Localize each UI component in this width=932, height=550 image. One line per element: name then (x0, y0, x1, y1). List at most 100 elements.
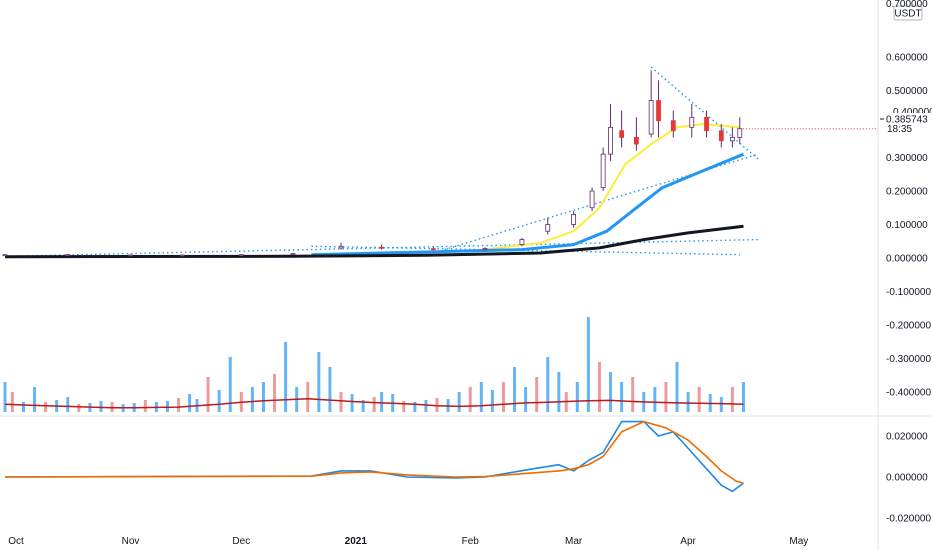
price-tick-label: 0.200000 (886, 187, 928, 198)
volume-bar (424, 400, 428, 412)
macd-axis[interactable]: 0.020000 0.000000 -0.020000 (886, 432, 931, 525)
price-pane[interactable] (2, 66, 878, 259)
candle-body (545, 224, 551, 232)
time-axis[interactable]: Oct Nov Dec 2021 Feb Mar Apr May (8, 536, 808, 547)
volume-bar (513, 367, 517, 412)
price-tick-hidden: 0.400000 (893, 107, 932, 118)
time-tick-label: May (789, 536, 808, 547)
price-tick-label: -0.400000 (886, 388, 931, 399)
candle-body (656, 100, 661, 122)
price-tick-label: 0.100000 (886, 220, 928, 231)
time-tick-label: Dec (232, 536, 250, 547)
candle-body (2, 254, 8, 257)
time-tick-label: Mar (565, 536, 583, 547)
volume-ma-line (4, 397, 744, 409)
candle-body (179, 254, 185, 257)
macd-tick-label: -0.020000 (886, 514, 931, 525)
candle-body (633, 136, 639, 145)
volume-bar (468, 387, 472, 412)
time-tick-label: Apr (680, 536, 696, 547)
signal-line (4, 420, 744, 484)
volume-bar (557, 372, 561, 412)
volume-bar (372, 397, 376, 412)
moving-average-line (4, 224, 744, 259)
candle-body (600, 153, 606, 189)
volume-bar (21, 402, 25, 412)
volume-bar (261, 382, 265, 412)
volume-bar (597, 362, 601, 412)
candle-body (430, 248, 436, 251)
price-tick-label: -0.200000 (886, 321, 931, 332)
volume-bar (177, 398, 181, 412)
price-axis[interactable]: USDT 0.700000 0.400000 0.385743 18:35 0.… (880, 0, 932, 399)
volume-bar (631, 377, 635, 412)
candle-body (379, 246, 385, 249)
volume-bar (586, 317, 590, 412)
volume-bar (730, 387, 734, 412)
volume-bar (99, 401, 103, 412)
currency-badge (893, 5, 923, 21)
candle-body (718, 130, 724, 142)
volume-bar (524, 387, 528, 412)
volume-bar (535, 377, 539, 412)
volume-bar (575, 382, 579, 412)
trendline (444, 153, 759, 251)
candle-body (648, 100, 654, 135)
volume-pane[interactable] (3, 317, 745, 412)
candle-body (338, 245, 344, 249)
macd-pane[interactable] (4, 420, 744, 493)
price-tick-label: 0.500000 (886, 86, 928, 97)
candle-body (704, 116, 709, 132)
candle-body (519, 239, 525, 245)
volume-bar (306, 382, 310, 412)
candle-body (737, 128, 743, 138)
candle-body (128, 254, 133, 257)
volume-bar (228, 357, 232, 412)
trendline (650, 66, 759, 160)
current-price-label: 0.385743 (886, 115, 928, 126)
moving-average-line (470, 123, 740, 253)
volume-bar (217, 390, 221, 412)
time-tick-label: Oct (8, 536, 24, 547)
time-tick-label: Nov (122, 536, 140, 547)
volume-bar (546, 357, 550, 412)
price-tick-top: 0.700000 (886, 0, 928, 10)
volume-bar (479, 382, 483, 412)
volume-bar (664, 382, 668, 412)
volume-bar (741, 382, 745, 412)
current-price-box (880, 113, 932, 126)
price-tick-label: -0.100000 (886, 287, 931, 298)
volume-bar (66, 397, 70, 412)
volume-bar (620, 382, 624, 412)
price-tick-label: 0.600000 (886, 53, 928, 64)
candle-body (689, 116, 695, 128)
candle-body (482, 248, 488, 251)
time-tick-label: 2021 (345, 536, 368, 547)
volume-bar (686, 392, 690, 412)
volume-bar (350, 394, 354, 412)
candle-body (290, 253, 296, 256)
candle-body (608, 126, 613, 155)
volume-bar (273, 374, 277, 412)
volume-bar (110, 402, 114, 412)
volume-bar (77, 404, 81, 412)
volume-bar (250, 387, 254, 412)
volume-bar (413, 402, 417, 412)
macd-tick-label: 0.020000 (886, 432, 928, 443)
volume-bar (284, 342, 288, 412)
currency-label: USDT (894, 9, 921, 20)
volume-bar (206, 377, 210, 412)
volume-bar (339, 392, 343, 412)
volume-bar (675, 362, 679, 412)
volume-bar (609, 372, 613, 412)
time-tick-label: Feb (462, 536, 480, 547)
candle-body (571, 214, 577, 225)
volume-bar (719, 397, 723, 412)
candle-body (65, 254, 71, 257)
volume-bar (143, 400, 147, 412)
price-tick-label: -0.300000 (886, 354, 931, 365)
candle-body (238, 254, 244, 257)
volume-bar (380, 392, 384, 412)
candle-body (729, 136, 735, 142)
